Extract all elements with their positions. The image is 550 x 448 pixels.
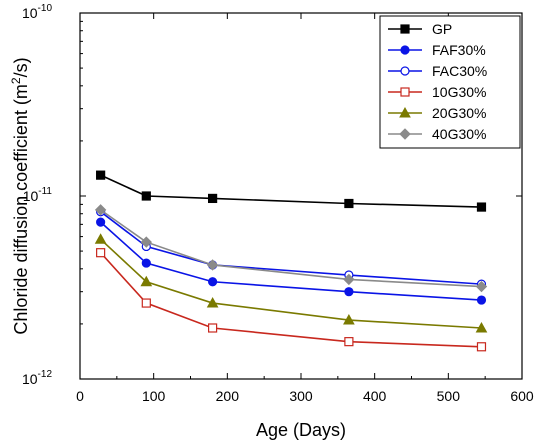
x-tick-label: 0 xyxy=(76,388,84,404)
x-tick-label: 200 xyxy=(216,388,240,404)
data-point xyxy=(206,297,219,308)
legend-marker xyxy=(400,24,410,34)
x-tick-label: 500 xyxy=(437,388,461,404)
legend-label: FAF30% xyxy=(432,42,486,58)
data-point xyxy=(141,298,151,308)
legend-item: 20G30% xyxy=(388,105,486,121)
y-axis-label-main: Chloride diffusion coefficient (m xyxy=(11,84,31,334)
legend-marker xyxy=(400,66,410,76)
data-point xyxy=(208,277,218,287)
data-point xyxy=(141,191,151,201)
legend-marker xyxy=(400,87,410,97)
data-point xyxy=(343,273,355,286)
data-point xyxy=(208,323,218,333)
y-tick-label: 10-12 xyxy=(22,369,52,387)
legend-item: GP xyxy=(388,21,452,37)
y-tick-label: 10-11 xyxy=(23,186,53,204)
legend-marker xyxy=(400,45,410,55)
legend-label: GP xyxy=(432,21,452,37)
data-point xyxy=(206,259,219,271)
legend-label: FAC30% xyxy=(432,63,487,79)
data-point xyxy=(343,314,355,325)
x-tick-label: 400 xyxy=(363,388,387,404)
data-point xyxy=(141,258,151,268)
data-point xyxy=(476,295,487,305)
legend-item: 10G30% xyxy=(388,84,486,100)
legend-item: FAC30% xyxy=(388,63,487,79)
series-line xyxy=(100,221,482,301)
series-FAF30% xyxy=(96,217,487,305)
data-point xyxy=(476,342,487,352)
legend-item: 40G30% xyxy=(388,126,486,142)
data-point xyxy=(96,248,106,258)
data-point xyxy=(140,236,153,248)
legend-box xyxy=(379,15,521,149)
legend-label: 40G30% xyxy=(432,126,486,142)
y-tick-label: 10-10 xyxy=(22,3,52,21)
legend-marker xyxy=(399,128,411,140)
legend: GP FAF30% FAC30% 10G30% 20G30% 40G30% xyxy=(379,15,521,149)
data-point xyxy=(94,204,107,216)
legend-label: 10G30% xyxy=(432,84,486,100)
data-point xyxy=(140,275,153,287)
series-GP xyxy=(96,170,487,212)
y-axis-label-superscript: 2 xyxy=(9,77,23,84)
data-point xyxy=(94,233,107,244)
data-point xyxy=(475,321,488,333)
y-axis-label-tail: /s) xyxy=(11,57,31,77)
data-point xyxy=(475,280,488,293)
x-axis-label: Age (Days) xyxy=(256,420,346,440)
series-line xyxy=(100,209,482,288)
ticks-layer: 0 100 200 300 400 500 600 10-12 10-11 10-10 xyxy=(22,3,534,404)
x-tick-label: 100 xyxy=(142,388,166,404)
plot-frame xyxy=(79,12,523,380)
series-layer xyxy=(94,170,488,352)
x-tick-label: 300 xyxy=(289,388,313,404)
legend-item: FAF30% xyxy=(388,42,486,58)
series-line xyxy=(100,174,482,208)
data-point xyxy=(96,170,106,180)
y-axis-label: Chloride diffusion coefficient (m2/s) xyxy=(9,57,31,334)
data-point xyxy=(208,193,218,204)
series-FAC30% xyxy=(96,207,487,289)
series-10G30% xyxy=(96,248,487,352)
data-point xyxy=(344,198,354,209)
legend-label: 20G30% xyxy=(432,105,486,121)
data-point xyxy=(96,217,106,227)
series-20G30% xyxy=(94,233,488,333)
data-point xyxy=(344,337,354,347)
data-point xyxy=(344,287,354,297)
series-40G30% xyxy=(94,204,488,293)
data-point xyxy=(476,202,487,212)
legend-marker xyxy=(399,106,411,118)
x-tick-label: 600 xyxy=(510,388,534,404)
